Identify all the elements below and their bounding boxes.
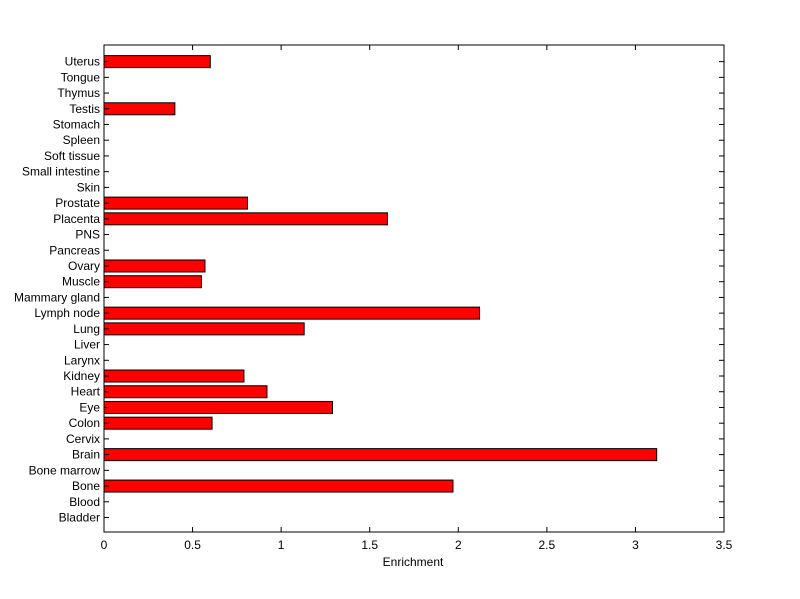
y-tick-label-placenta: Placenta	[53, 212, 100, 226]
x-tick-label: 1	[278, 538, 285, 552]
bar-kidney	[103, 369, 245, 383]
bar-prostate	[103, 196, 248, 210]
y-tick-label-brain: Brain	[72, 448, 100, 462]
bar-ovary	[103, 259, 206, 273]
y-tick-label-small-intestine: Small intestine	[22, 165, 100, 179]
y-tick-label-lung: Lung	[73, 322, 100, 336]
y-tick-label-heart: Heart	[71, 385, 101, 399]
x-tick-label: 2.5	[539, 538, 556, 552]
y-tick-label-kidney: Kidney	[63, 369, 100, 383]
bar-heart	[103, 385, 268, 399]
plot-frame	[103, 44, 725, 533]
bar-uterus	[103, 55, 211, 69]
y-tick-label-prostate: Prostate	[55, 196, 100, 210]
y-tick-label-bone-marrow: Bone marrow	[29, 463, 101, 477]
bar-colon	[103, 416, 213, 430]
y-tick-label-tongue: Tongue	[61, 70, 101, 84]
bar-muscle	[103, 275, 202, 289]
x-ticks-group: 0 0.5 1 1.5 2 2.5 3 3.5	[101, 45, 733, 552]
y-tick-label-lymph-node: Lymph node	[34, 306, 100, 320]
y-tick-label-eye: Eye	[79, 400, 100, 414]
y-tick-label-larynx: Larynx	[64, 353, 100, 367]
bar-placenta	[103, 212, 388, 226]
y-tick-label-soft-tissue: Soft tissue	[44, 149, 100, 163]
x-tick-label: 3	[632, 538, 639, 552]
y-tick-label-muscle: Muscle	[62, 275, 100, 289]
y-tick-label-skin: Skin	[77, 180, 100, 194]
y-tick-label-liver: Liver	[74, 338, 100, 352]
y-tick-label-cervix: Cervix	[66, 432, 100, 446]
x-tick-label: 2	[455, 538, 462, 552]
y-tick-label-stomach: Stomach	[53, 118, 100, 132]
bar-testis	[103, 102, 176, 116]
y-tick-label-pns: PNS	[75, 228, 100, 242]
y-tick-label-spleen: Spleen	[63, 133, 100, 147]
y-tick-label-uterus: Uterus	[65, 55, 100, 69]
y-tick-label-mammary-gland: Mammary gland	[14, 290, 100, 304]
x-tick-label: 1.5	[361, 538, 378, 552]
y-tick-label-ovary: Ovary	[68, 259, 100, 273]
x-tick-label: 3.5	[716, 538, 733, 552]
bar-lung	[103, 322, 305, 336]
y-tick-label-bladder: Bladder	[59, 511, 100, 525]
y-tick-label-testis: Testis	[69, 102, 100, 116]
y-tick-label-colon: Colon	[69, 416, 100, 430]
bar-lymph-node	[103, 306, 481, 320]
x-axis-label: Enrichment	[383, 555, 444, 569]
y-tick-label-pancreas: Pancreas	[49, 243, 100, 257]
y-tick-label-bone: Bone	[72, 479, 100, 493]
bar-bone	[103, 479, 454, 493]
x-tick-label: 0	[101, 538, 108, 552]
bar-eye	[103, 400, 334, 414]
y-tick-label-blood: Blood	[69, 495, 100, 509]
bar-brain	[103, 448, 658, 462]
x-tick-label: 0.5	[184, 538, 201, 552]
y-tick-label-thymus: Thymus	[57, 86, 100, 100]
